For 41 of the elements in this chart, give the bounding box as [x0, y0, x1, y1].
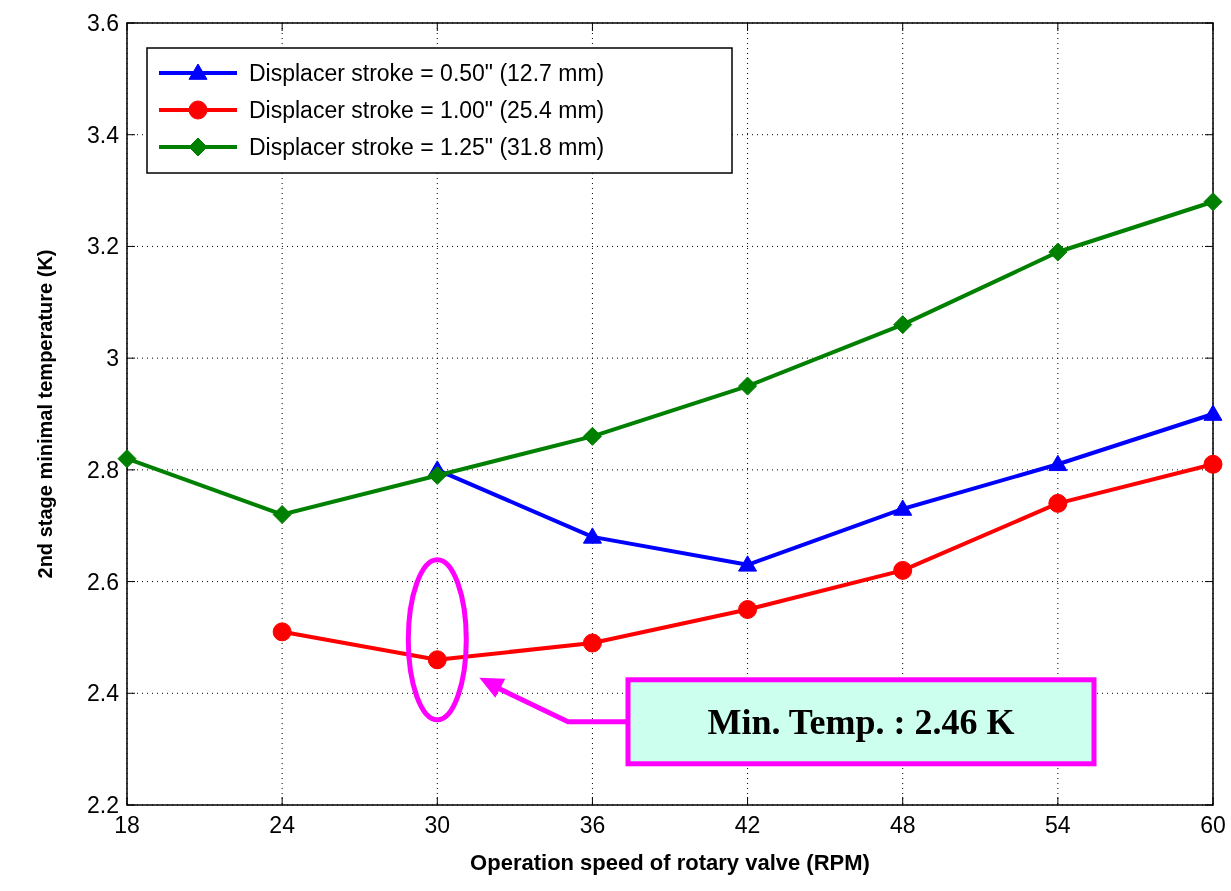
x-axis-title: Operation speed of rotary valve (RPM): [470, 850, 870, 875]
point: [893, 315, 913, 335]
point: [427, 650, 447, 670]
y-axis-title: 2nd stage minimal temperature (K): [34, 249, 56, 579]
point: [117, 449, 137, 469]
point: [582, 426, 602, 446]
point: [1048, 242, 1068, 262]
y-tick-label: 3: [106, 345, 119, 372]
point: [1203, 454, 1223, 474]
y-tick-label: 2.6: [87, 568, 119, 595]
annotation: Min. Temp. : 2.46 K: [707, 702, 1015, 743]
y-tick-label: 3.4: [87, 121, 120, 148]
y-tick-label: 3.2: [87, 233, 119, 260]
point: [893, 560, 913, 580]
x-tick-label: 54: [1045, 812, 1071, 838]
x-tick-label: 60: [1200, 812, 1226, 838]
legend-label: Displacer stroke = 1.25" (31.8 mm): [249, 134, 605, 161]
point: [1203, 404, 1223, 421]
point: [427, 465, 447, 485]
y-tick-label: 3.6: [87, 10, 119, 37]
y-tick-label: 2.8: [87, 456, 119, 483]
x-tick-label: 36: [579, 812, 606, 838]
point: [582, 633, 602, 653]
x-tick-label: 24: [269, 812, 296, 838]
y-tick-label: 2.4: [87, 680, 120, 707]
x-tick-label: 42: [734, 812, 761, 838]
x-tick-label: 48: [889, 812, 916, 838]
point: [738, 600, 758, 619]
point: [1203, 192, 1223, 212]
legend-label: Displacer stroke = 1.00" (25.4 mm): [249, 97, 605, 124]
x-tick-label: 18: [114, 812, 140, 838]
point: [1048, 493, 1068, 513]
point: [738, 555, 758, 572]
point: [1048, 454, 1068, 472]
legend-label: Displacer stroke = 0.50" (12.7 mm): [249, 60, 605, 87]
point: [582, 527, 602, 544]
point: [272, 622, 292, 642]
point: [893, 499, 913, 516]
point: [738, 376, 758, 396]
point: [272, 505, 292, 525]
x-tick-label: 30: [424, 812, 451, 838]
